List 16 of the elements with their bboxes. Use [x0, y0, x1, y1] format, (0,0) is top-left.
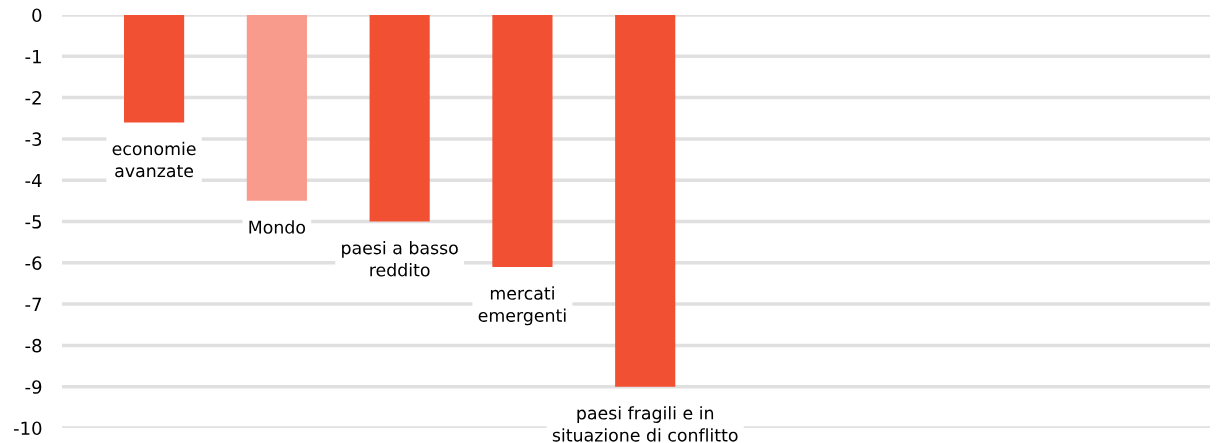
annotation: paesi a basso reddito — [342, 240, 458, 277]
annotation: paesi fragili e in situazione di conflitto — [552, 406, 738, 442]
y-tick-label: -5 — [25, 215, 41, 229]
y-tick-label: 0 — [32, 8, 42, 23]
y-tick-label: -9 — [25, 380, 42, 394]
y-tick-label: -4 — [25, 173, 42, 188]
annotation: mercati emergenti — [478, 286, 566, 326]
y-tick-label: -6 — [25, 256, 42, 270]
y-tick-label: -2 — [25, 91, 41, 105]
annotation: Mondo — [249, 220, 306, 234]
y-tick-label: -10 — [13, 421, 42, 436]
y-tick-label: -8 — [25, 338, 42, 353]
annotation: economie avanzate — [112, 141, 196, 178]
y-tick-label: -3 — [25, 132, 42, 147]
y-tick-label: -1 — [25, 50, 41, 64]
y-tick-label: -7 — [25, 297, 42, 311]
